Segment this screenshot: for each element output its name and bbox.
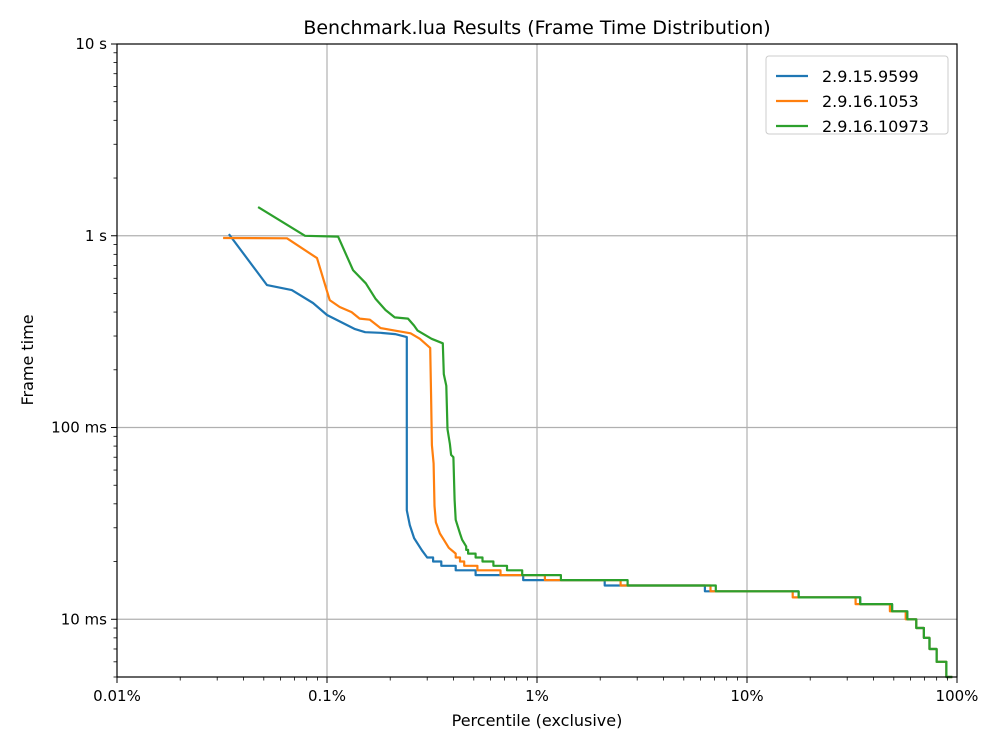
- series-lines: [223, 206, 953, 679]
- y-tick-label: 1 s: [85, 227, 107, 245]
- grid: [117, 44, 957, 677]
- y-tick-label: 10 s: [75, 35, 107, 53]
- legend-label: 2.9.16.1053: [822, 92, 919, 111]
- x-tick-label: 1%: [525, 687, 549, 705]
- x-tick-label: 0.1%: [308, 687, 346, 705]
- legend-box: [765, 55, 949, 135]
- x-tick-label: 0.01%: [93, 687, 141, 705]
- y-tick-label: 100 ms: [51, 419, 107, 437]
- axis-ticks: 0.01% 0.1% 1% 10% 100% 10 ms 100 ms 1 s 10 s: [51, 35, 978, 705]
- x-axis-label: Percentile (exclusive): [452, 711, 623, 730]
- legend: 2.9.15.9599 2.9.16.1053 2.9.16.10973: [765, 55, 949, 136]
- plot-frame: [116, 43, 958, 678]
- series-line-2.9.16.1053: [223, 236, 953, 679]
- chart-title: Benchmark.lua Results (Frame Time Distri…: [303, 17, 770, 39]
- x-tick-label: 10%: [730, 687, 763, 705]
- x-tick-label: 100%: [936, 687, 979, 705]
- series-line-2.9.15.9599: [228, 233, 953, 679]
- legend-label: 2.9.16.10973: [822, 117, 929, 136]
- y-tick-label: 10 ms: [61, 610, 107, 628]
- legend-label: 2.9.15.9599: [822, 67, 919, 86]
- y-axis-label: Frame time: [18, 314, 37, 405]
- series-line-2.9.16.10973: [257, 206, 953, 679]
